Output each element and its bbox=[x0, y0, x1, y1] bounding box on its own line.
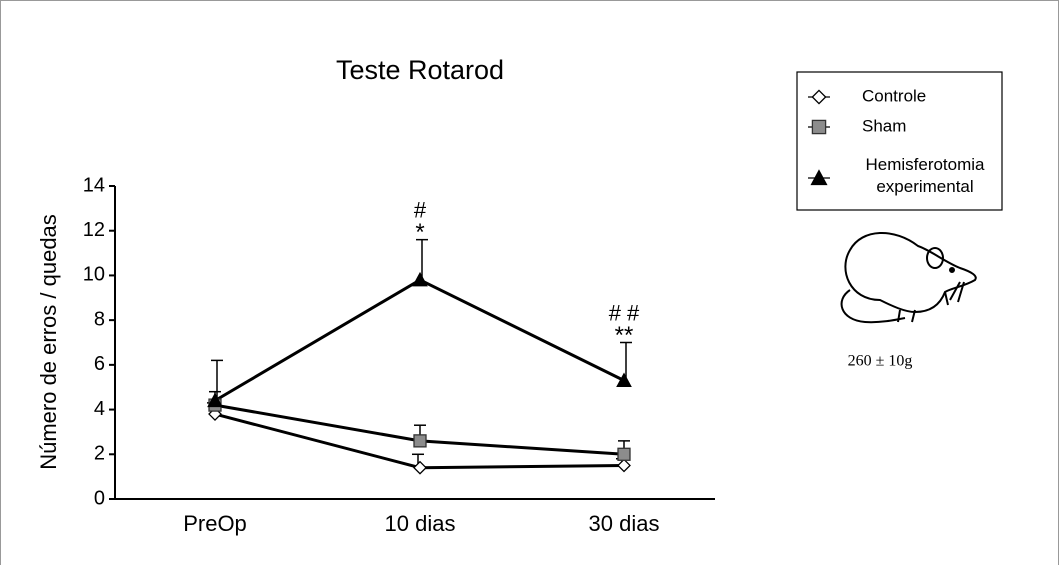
marker-triangle bbox=[207, 392, 223, 408]
marker-triangle bbox=[810, 169, 828, 186]
legend-label: Sham bbox=[862, 116, 906, 135]
marker-triangle bbox=[616, 372, 632, 388]
y-axis-label: Número de erros / quedas bbox=[36, 214, 61, 470]
error-bar bbox=[620, 341, 632, 381]
marker-square bbox=[617, 447, 631, 461]
legend-label: Controle bbox=[862, 86, 926, 105]
y-tick-label: 4 bbox=[94, 398, 105, 420]
error-bar bbox=[211, 359, 223, 401]
marker-square bbox=[811, 119, 827, 135]
rat-icon bbox=[840, 232, 977, 324]
error-bar bbox=[416, 238, 428, 280]
y-tick-label: 0 bbox=[94, 487, 105, 509]
marker-diamond bbox=[413, 460, 427, 475]
significance-star: * bbox=[415, 219, 424, 246]
weight-note: 260 ± 10g bbox=[848, 353, 913, 370]
significance-hash: # bbox=[414, 197, 427, 222]
significance-hash: # # bbox=[609, 300, 640, 325]
marker-square bbox=[413, 434, 427, 448]
significance-star: ** bbox=[615, 322, 634, 349]
y-tick-label: 14 bbox=[83, 174, 105, 196]
legend-box bbox=[796, 71, 1003, 211]
chart-title: Teste Rotarod bbox=[336, 55, 504, 85]
y-tick-label: 12 bbox=[83, 219, 105, 241]
x-tick-label: 30 dias bbox=[589, 511, 660, 536]
marker-diamond bbox=[811, 89, 827, 105]
x-tick-label: 10 dias bbox=[385, 511, 456, 536]
marker-triangle bbox=[412, 271, 428, 287]
y-tick-label: 6 bbox=[94, 353, 105, 375]
y-tick-label: 10 bbox=[83, 264, 105, 286]
x-tick-label: PreOp bbox=[183, 511, 247, 536]
legend-label: Hemisferotomia experimental bbox=[865, 155, 985, 196]
y-tick-label: 2 bbox=[94, 443, 105, 465]
y-tick-label: 8 bbox=[94, 308, 105, 330]
marker-diamond bbox=[617, 458, 631, 473]
legend: Controle Sham Hemisferotomia experimental bbox=[808, 86, 985, 196]
